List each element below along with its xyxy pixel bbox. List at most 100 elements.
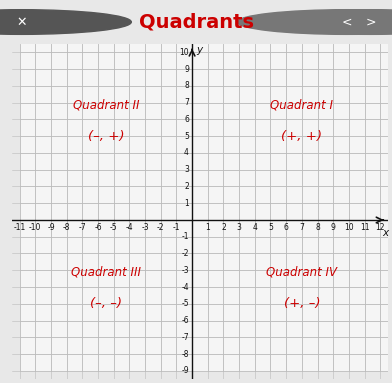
Bar [51,203,67,220]
Text: 6: 6 [184,115,189,124]
Bar [380,52,392,69]
Bar [114,119,129,136]
Bar [239,354,255,371]
Bar [98,254,114,270]
Bar [286,304,302,321]
Bar [349,170,365,187]
Bar [208,153,223,170]
Bar [20,103,35,119]
Bar [270,354,286,371]
Bar [35,304,51,321]
Bar [223,36,239,52]
Bar [161,337,176,354]
Bar [239,220,255,237]
Bar [51,321,67,337]
Text: 8: 8 [315,223,320,232]
Bar [223,254,239,270]
Bar [82,170,98,187]
Bar [35,69,51,86]
Bar [129,103,145,119]
Bar [223,354,239,371]
Bar [67,52,82,69]
Bar [380,220,392,237]
Bar [161,136,176,153]
Bar [82,136,98,153]
Bar [208,270,223,287]
Bar [35,153,51,170]
Bar [255,203,270,220]
Bar [270,270,286,287]
Bar [255,153,270,170]
Bar [67,237,82,254]
Text: 4: 4 [252,223,257,232]
Bar [349,86,365,103]
Text: -2: -2 [181,249,189,258]
Bar [349,119,365,136]
Bar [20,69,35,86]
Bar [192,304,208,321]
Bar [349,354,365,371]
Bar [145,304,161,321]
Bar [176,86,192,103]
Text: (–, +): (–, +) [87,129,124,142]
Text: 1: 1 [184,199,189,208]
Bar [192,203,208,220]
Bar [333,103,349,119]
Bar [349,287,365,304]
Bar [318,103,333,119]
Bar [286,287,302,304]
Bar [192,270,208,287]
Bar [192,354,208,371]
Bar [161,69,176,86]
Bar [145,354,161,371]
Bar [365,103,380,119]
Bar [98,354,114,371]
Bar [98,86,114,103]
Text: Quadrant I: Quadrant I [270,98,333,111]
Bar [114,153,129,170]
Bar [349,203,365,220]
Bar [114,136,129,153]
Bar [318,337,333,354]
Bar [333,119,349,136]
Bar [239,69,255,86]
Bar [35,103,51,119]
Bar [380,287,392,304]
Bar [255,337,270,354]
Bar [270,119,286,136]
Bar [51,170,67,187]
Bar [129,337,145,354]
Bar [223,287,239,304]
Bar [145,321,161,337]
Bar [333,287,349,304]
Bar [114,354,129,371]
Bar [35,86,51,103]
Bar [51,52,67,69]
Text: 10: 10 [179,48,189,57]
Bar [208,337,223,354]
Bar [129,254,145,270]
Bar [192,119,208,136]
Bar [161,304,176,321]
Bar [349,337,365,354]
Bar [239,187,255,203]
Text: 2: 2 [184,182,189,191]
Bar [51,354,67,371]
Bar [51,103,67,119]
Bar [208,69,223,86]
Bar [302,69,318,86]
Bar [223,237,239,254]
Bar [333,337,349,354]
Bar [145,136,161,153]
Bar [161,203,176,220]
Bar [161,170,176,187]
Bar [239,237,255,254]
Bar [20,119,35,136]
Bar [67,337,82,354]
Bar [365,321,380,337]
Bar [349,237,365,254]
Bar [365,220,380,237]
Bar [333,220,349,237]
Bar [208,119,223,136]
Bar [35,119,51,136]
